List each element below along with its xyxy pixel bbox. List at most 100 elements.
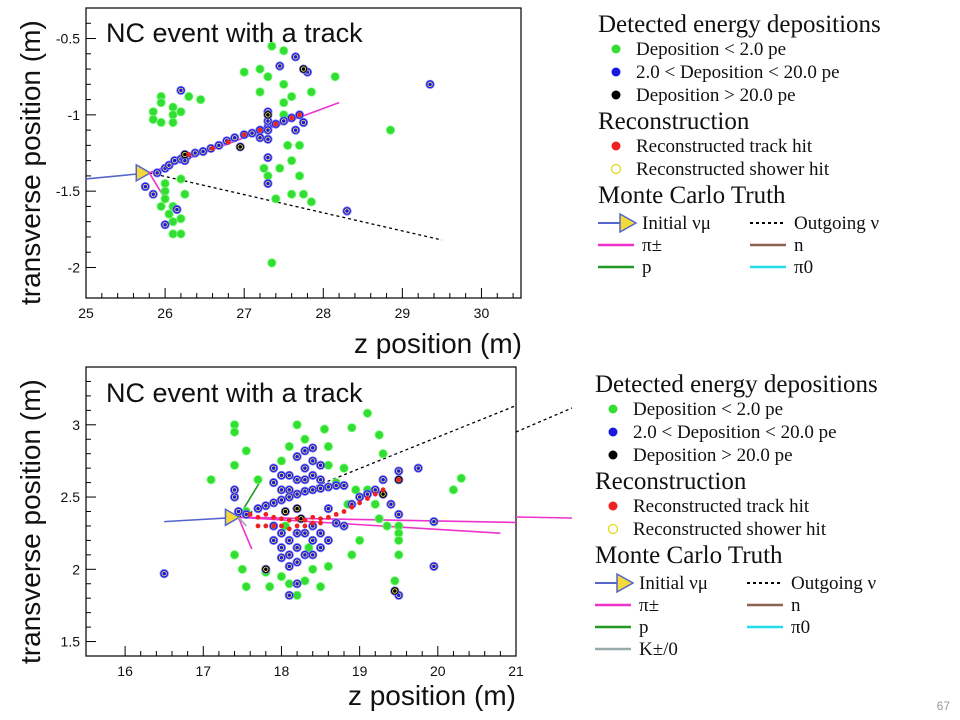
mc-track [237,516,247,527]
deposition-point [214,140,224,150]
legend-deposition-header: Detected energy depositions [595,371,878,398]
legend-reco-header: Reconstruction [595,468,747,495]
deposition-point [300,475,310,485]
legend-marker [611,141,621,151]
shower-hit-ring [294,453,300,460]
shower-hit-ring [278,472,285,479]
legend-item-label: Deposition < 2.0 pe [633,399,783,420]
shower-hit-ring [257,135,263,141]
deposition-point [355,535,365,546]
shower-hit-ring [270,500,277,506]
deposition-point [378,449,388,459]
deposition-point [233,506,244,517]
bottom-panel: 16 17 18 19 20 21 1.5 2 2.5 3 NC event with a tra… [15,366,573,711]
legend-item-label: n [791,595,801,616]
shower-hit-ring [310,458,316,464]
deposition-point [294,171,305,181]
deposition-point [330,72,340,82]
shower-hit-ring [249,130,255,136]
deposition-point [284,470,294,480]
shower-hit-ring [302,530,308,536]
deposition-point [164,209,174,219]
deposition-point [284,561,294,572]
x-tick-label: 17 [195,663,211,679]
deposition-point [198,146,208,157]
shower-hit-ring [286,563,292,570]
deposition-point [184,91,194,102]
y-tick-label: 2 [72,561,80,577]
shower-hit-ring [263,566,269,572]
legend-item-label: Reconstructed track hit [636,136,813,157]
shower-hit-ring [333,482,339,489]
deposition-point [323,460,333,470]
track-hit-point [297,112,302,118]
legend-item-label: Outgoing ν [791,573,877,594]
shower-hit-ring [192,150,198,156]
deposition-point [347,550,357,560]
shower-hit-ring [278,487,285,493]
shower-hit-ring [278,544,285,551]
shower-hit-ring [317,544,324,551]
deposition-point [237,564,247,574]
bottom-mc-tracks [164,404,516,550]
deposition-point [196,94,206,105]
mc-track [237,516,253,550]
deposition-point [319,424,330,434]
deposition-point [269,477,279,488]
shower-hit-ring [317,462,324,468]
deposition-point [148,189,158,199]
deposition-point [259,163,269,173]
deposition-point [370,499,380,509]
shower-hit-ring [200,148,206,155]
deposition-point [275,163,285,173]
deposition-point [168,102,178,112]
track-hit-point [279,516,284,522]
deposition-point [284,590,294,600]
deposition-point [355,492,365,502]
shower-hit-ring [265,154,271,161]
shower-hit-ring [294,477,300,483]
shower-hit-ring [427,81,433,87]
shower-hit-ring [388,501,394,507]
deposition-point [315,543,326,553]
deposition-point [265,582,275,592]
deposition-point [276,456,287,466]
deposition-point [253,504,263,514]
shower-hit-ring [356,494,363,500]
track-hit-point [318,516,323,522]
track-hit-point [279,523,284,529]
legend-mc-header: Monte Carlo Truth [598,182,786,209]
deposition-point [176,229,186,239]
deposition-point [292,420,302,430]
shower-hit-ring [294,559,300,565]
track-hit-point [294,523,300,529]
x-tick-label: 28 [315,305,331,321]
bottom-tick-marks [86,366,517,656]
shower-hit-ring [325,505,332,512]
deposition-point [300,463,310,473]
deposition-point [323,504,333,514]
deposition-point [306,87,317,97]
shower-hit-ring [174,206,180,213]
deposition-point [292,528,302,538]
bottom-plot-title: NC event with a track [106,378,363,408]
deposition-point [315,460,326,470]
deposition-point [294,140,305,150]
deposition-point [176,174,186,184]
deposition-point [152,168,162,178]
legend-item-label: Initial νμ [642,213,711,234]
y-tick-label: -1 [68,107,81,123]
shower-hit-ring [317,530,324,536]
deposition-point [229,427,240,437]
shower-hit-ring [265,112,271,118]
deposition-point [304,543,314,553]
shower-hit-ring [278,555,285,561]
shower-hit-ring [231,494,238,500]
deposition-point [276,470,287,480]
shower-hit-ring [302,552,308,558]
deposition-point [263,152,273,163]
shower-hit-ring [325,484,332,490]
x-tick-label: 26 [157,305,173,321]
track-hit-point [365,496,370,501]
deposition-point [255,87,265,97]
